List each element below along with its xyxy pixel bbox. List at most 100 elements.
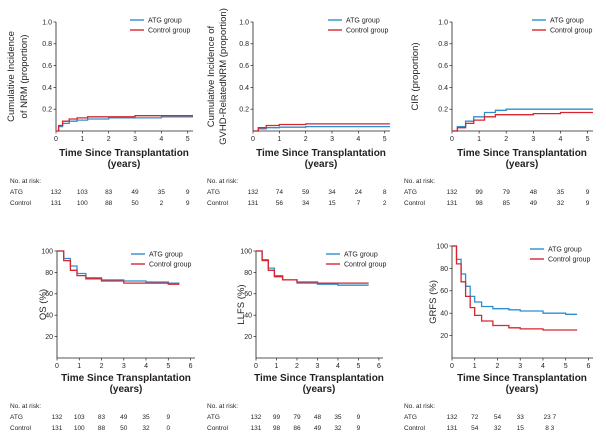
x-tick-label: 4 (144, 363, 148, 370)
x-axis-label-units: (years) (506, 159, 539, 170)
risk-value: 9 (186, 189, 190, 196)
x-tick-label: 0 (251, 136, 255, 143)
y-tick-label: 0.2 (42, 107, 52, 114)
y-axis-label: GRFS (%) (428, 280, 439, 324)
x-tick-label: 4 (159, 136, 163, 143)
y-tick-label: 20 (45, 334, 53, 341)
risk-value: 9 (586, 189, 590, 196)
risk-value: 131 (447, 425, 458, 432)
risk-row-label: Control (404, 200, 426, 207)
x-axis-label: Time Since Transplantation (457, 148, 587, 159)
y-tick-label: 60 (440, 288, 448, 295)
risk-row-label: Control (10, 425, 32, 432)
risk-value: 32 (334, 425, 342, 432)
y-tick-label: 100 (41, 248, 53, 255)
risk-table: No. at risk: ATG 132 74 59 34 24 8 Control 131 56 3… (207, 178, 387, 207)
risk-value: 74 (276, 189, 284, 196)
risk-value: 54 (471, 425, 479, 432)
y-tick-label: 40 (45, 313, 53, 320)
risk-value: 131 (52, 425, 63, 432)
y-tick-label: 1.0 (438, 19, 448, 26)
risk-row-label: ATG (207, 414, 220, 421)
x-tick-label: 5 (586, 136, 590, 143)
risk-value: 0 (166, 425, 170, 432)
series-line-atg (56, 116, 193, 132)
y-tick-label: 0.8 (239, 41, 249, 48)
series-line-control (452, 111, 593, 132)
risk-table: No. at risk: ATG 132 99 79 48 35 9 Control 131 98 8… (404, 178, 590, 207)
y-tick-label: 0.8 (438, 41, 448, 48)
x-axis-label-units: (years) (506, 384, 539, 395)
risk-value: 103 (74, 414, 85, 421)
risk-row-label: Control (207, 425, 229, 432)
risk-value: 7 (357, 200, 361, 207)
x-tick-label: 1 (277, 136, 281, 143)
risk-value: 35 (142, 414, 150, 421)
x-tick-label: 0 (450, 363, 454, 370)
x-tick-label: 6 (377, 363, 381, 370)
x-tick-label: 2 (304, 136, 308, 143)
risk-row-label: ATG (404, 189, 417, 196)
risk-value: 24 (355, 189, 363, 196)
legend-label: Control group (149, 261, 192, 268)
legend-label: ATG group (149, 251, 183, 258)
risk-value: 103 (77, 189, 88, 196)
legend-label: ATG group (344, 251, 378, 258)
risk-table: No. at risk: ATG 132 72 54 33 23 7 Control 131 54… (404, 403, 556, 432)
y-tick-label: 80 (244, 270, 252, 277)
x-tick-label: 6 (586, 363, 590, 370)
risk-value: 9 (166, 414, 170, 421)
risk-table-title: No. at risk: (404, 178, 435, 185)
x-axis-label-units: (years) (303, 384, 336, 395)
risk-value: 49 (530, 200, 538, 207)
risk-value: 131 (447, 200, 458, 207)
risk-value: 132 (51, 189, 62, 196)
y-tick-label: 100 (436, 243, 448, 250)
x-tick-label: 1 (473, 363, 477, 370)
risk-value: 2 (383, 200, 387, 207)
risk-value: 100 (77, 200, 88, 207)
y-tick-label: 80 (440, 266, 448, 273)
y-tick-label: 0.2 (438, 107, 448, 114)
risk-value: 50 (120, 425, 128, 432)
series-line-control (253, 123, 390, 132)
risk-value: 23 7 (543, 414, 556, 421)
risk-value: 131 (51, 200, 62, 207)
x-tick-label: 5 (186, 136, 190, 143)
y-tick-label: 20 (244, 334, 252, 341)
risk-value: 79 (503, 189, 511, 196)
y-tick-label: 80 (45, 270, 53, 277)
risk-value: 59 (302, 189, 310, 196)
series-line-atg (452, 108, 593, 132)
risk-value: 8 (383, 189, 387, 196)
y-axis-label: GVHD-RelatedNRM (proportion) (218, 8, 229, 145)
risk-value: 15 (517, 425, 525, 432)
risk-value: 49 (120, 414, 128, 421)
risk-value: 86 (293, 425, 301, 432)
risk-value: 8 3 (545, 425, 554, 432)
y-tick-label: 0.4 (239, 85, 249, 92)
x-tick-label: 1 (80, 136, 84, 143)
series-line-control (452, 245, 578, 331)
risk-value: 131 (251, 425, 262, 432)
series-line-control (256, 250, 369, 284)
x-axis-label-units: (years) (305, 159, 338, 170)
risk-value: 35 (334, 414, 342, 421)
risk-value: 48 (314, 414, 322, 421)
legend-label: ATG group (148, 17, 182, 24)
legend-label: ATG group (548, 246, 582, 253)
y-tick-label: 1.0 (42, 19, 52, 26)
legend-label: Control group (344, 261, 387, 268)
risk-value: 9 (586, 200, 590, 207)
grfs-panel: 20 40 60 80 100 0 1 2 3 4 5 6 GRFS (%) Time Since Tra… (404, 243, 593, 432)
risk-value: 34 (328, 189, 336, 196)
risk-value: 56 (276, 200, 284, 207)
risk-table: No. at risk: ATG 132 103 83 49 35 9 Control 131 10… (10, 178, 190, 207)
y-axis-label: Cumulative Incidence (6, 31, 17, 122)
x-tick-label: 6 (189, 363, 193, 370)
x-tick-label: 2 (504, 136, 508, 143)
risk-value: 132 (251, 414, 262, 421)
risk-value: 132 (248, 189, 259, 196)
risk-value: 83 (105, 189, 113, 196)
